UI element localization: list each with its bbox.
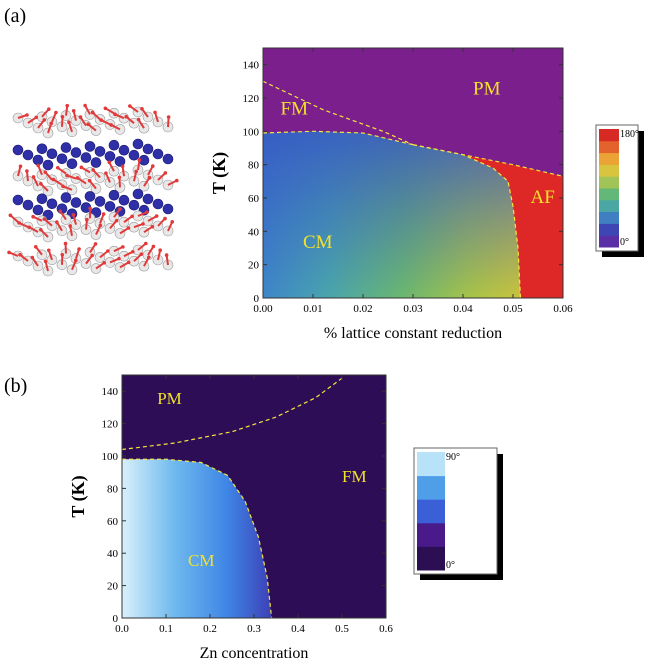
colorbar-min-label: 0° — [620, 237, 629, 248]
x-tick-label: 0.02 — [353, 303, 372, 315]
y-tick-label: 100 — [102, 451, 119, 463]
region-label-af: AF — [531, 187, 555, 208]
colorbar-min-label: 0° — [446, 560, 455, 571]
x-tick-label: 0.03 — [403, 303, 423, 315]
colorbar-segment — [599, 211, 619, 224]
y-tick-label: 40 — [248, 226, 260, 238]
chart-a-y-axis-label: T (K) — [209, 152, 230, 194]
region-label-fm: FM — [342, 467, 367, 486]
colorbar-segment — [599, 223, 619, 236]
colorbar-segment — [417, 499, 445, 524]
colorbar-segment — [417, 546, 445, 571]
colorbar-segment — [599, 199, 619, 213]
region-label-pm: PM — [473, 79, 501, 100]
boundary-cm-af — [412, 144, 522, 298]
region-label-cm: CM — [188, 551, 214, 570]
y-tick-label: 120 — [243, 93, 260, 105]
x-tick-label: 0.05 — [503, 303, 523, 315]
x-tick-label: 0.1 — [159, 623, 173, 635]
x-tick-label: 0.0 — [115, 623, 129, 635]
x-tick-label: 0.3 — [247, 623, 261, 635]
y-tick-label: 140 — [102, 386, 119, 398]
colorbar-segment — [599, 140, 619, 154]
boundary-cm-fm — [122, 458, 273, 618]
chart-a: 0.00 0.01 0.02 0.03 0.04 0.05 0.06 0 20 40 60 80 100… — [209, 47, 644, 342]
spin-lattice-illustration — [7, 103, 179, 277]
y-tick-label: 60 — [107, 516, 119, 528]
y-tick-label: 60 — [248, 193, 260, 205]
chart-b: 0.0 0.1 0.2 0.3 0.4 0.5 0.6020406080100120140 … — [68, 374, 503, 662]
region-label-pm: PM — [157, 389, 182, 408]
chart-b-colorbar: 90° 0° — [413, 447, 503, 580]
panel-b-label: (b) — [4, 375, 27, 397]
colorbar-segment — [417, 522, 445, 547]
colorbar-segment — [599, 176, 619, 189]
chart-a-x-axis-label: % lattice constant reduction — [324, 325, 502, 342]
panel-a-label: (a) — [4, 5, 26, 27]
cm-region-shade — [263, 131, 521, 298]
x-tick-label: 0.04 — [453, 303, 473, 315]
colorbar-segment — [417, 452, 445, 477]
colorbar-segment — [599, 164, 619, 177]
colorbar-segment — [417, 475, 445, 500]
chart-b-y-axis-label: T (K) — [68, 475, 89, 517]
y-tick-label: 0 — [113, 613, 119, 625]
x-tick-label: 0.06 — [553, 303, 573, 315]
y-tick-label: 20 — [248, 260, 260, 272]
colorbar-max-label: 90° — [446, 452, 460, 463]
chart-b-x-axis-label: Zn concentration — [200, 645, 309, 662]
x-tick-label: 0.01 — [303, 303, 322, 315]
boundary-pm-fm — [122, 377, 343, 451]
colorbar-segment — [599, 152, 619, 165]
x-tick-label: 0.2 — [203, 623, 217, 635]
colorbar-segment — [599, 235, 619, 248]
colorbar-max-label: 180° — [620, 129, 639, 140]
y-tick-label: 100 — [243, 126, 260, 138]
chart-a-colorbar: 180° 0° — [595, 124, 644, 257]
colorbar-segment — [599, 129, 619, 142]
region-label-cm: CM — [303, 232, 333, 253]
x-tick-label: 0.4 — [291, 623, 305, 635]
y-tick-label: 20 — [107, 581, 119, 593]
region-label-fm: FM — [281, 99, 309, 120]
cm-region-fill-b — [122, 459, 272, 618]
y-tick-label: 80 — [248, 160, 260, 172]
y-tick-label: 80 — [107, 483, 119, 495]
y-tick-label: 140 — [243, 60, 260, 72]
x-tick-label: 0.6 — [379, 623, 393, 635]
y-tick-label: 40 — [107, 548, 119, 560]
af-region-fill — [413, 144, 563, 298]
y-tick-label: 0 — [254, 293, 260, 305]
colorbar-segment — [599, 188, 619, 201]
boundary-pm-fm — [263, 80, 414, 146]
boundary-pm-af — [412, 144, 563, 177]
y-tick-label: 120 — [102, 419, 119, 431]
x-tick-label: 0.00 — [253, 303, 273, 315]
x-tick-label: 0.5 — [335, 623, 349, 635]
